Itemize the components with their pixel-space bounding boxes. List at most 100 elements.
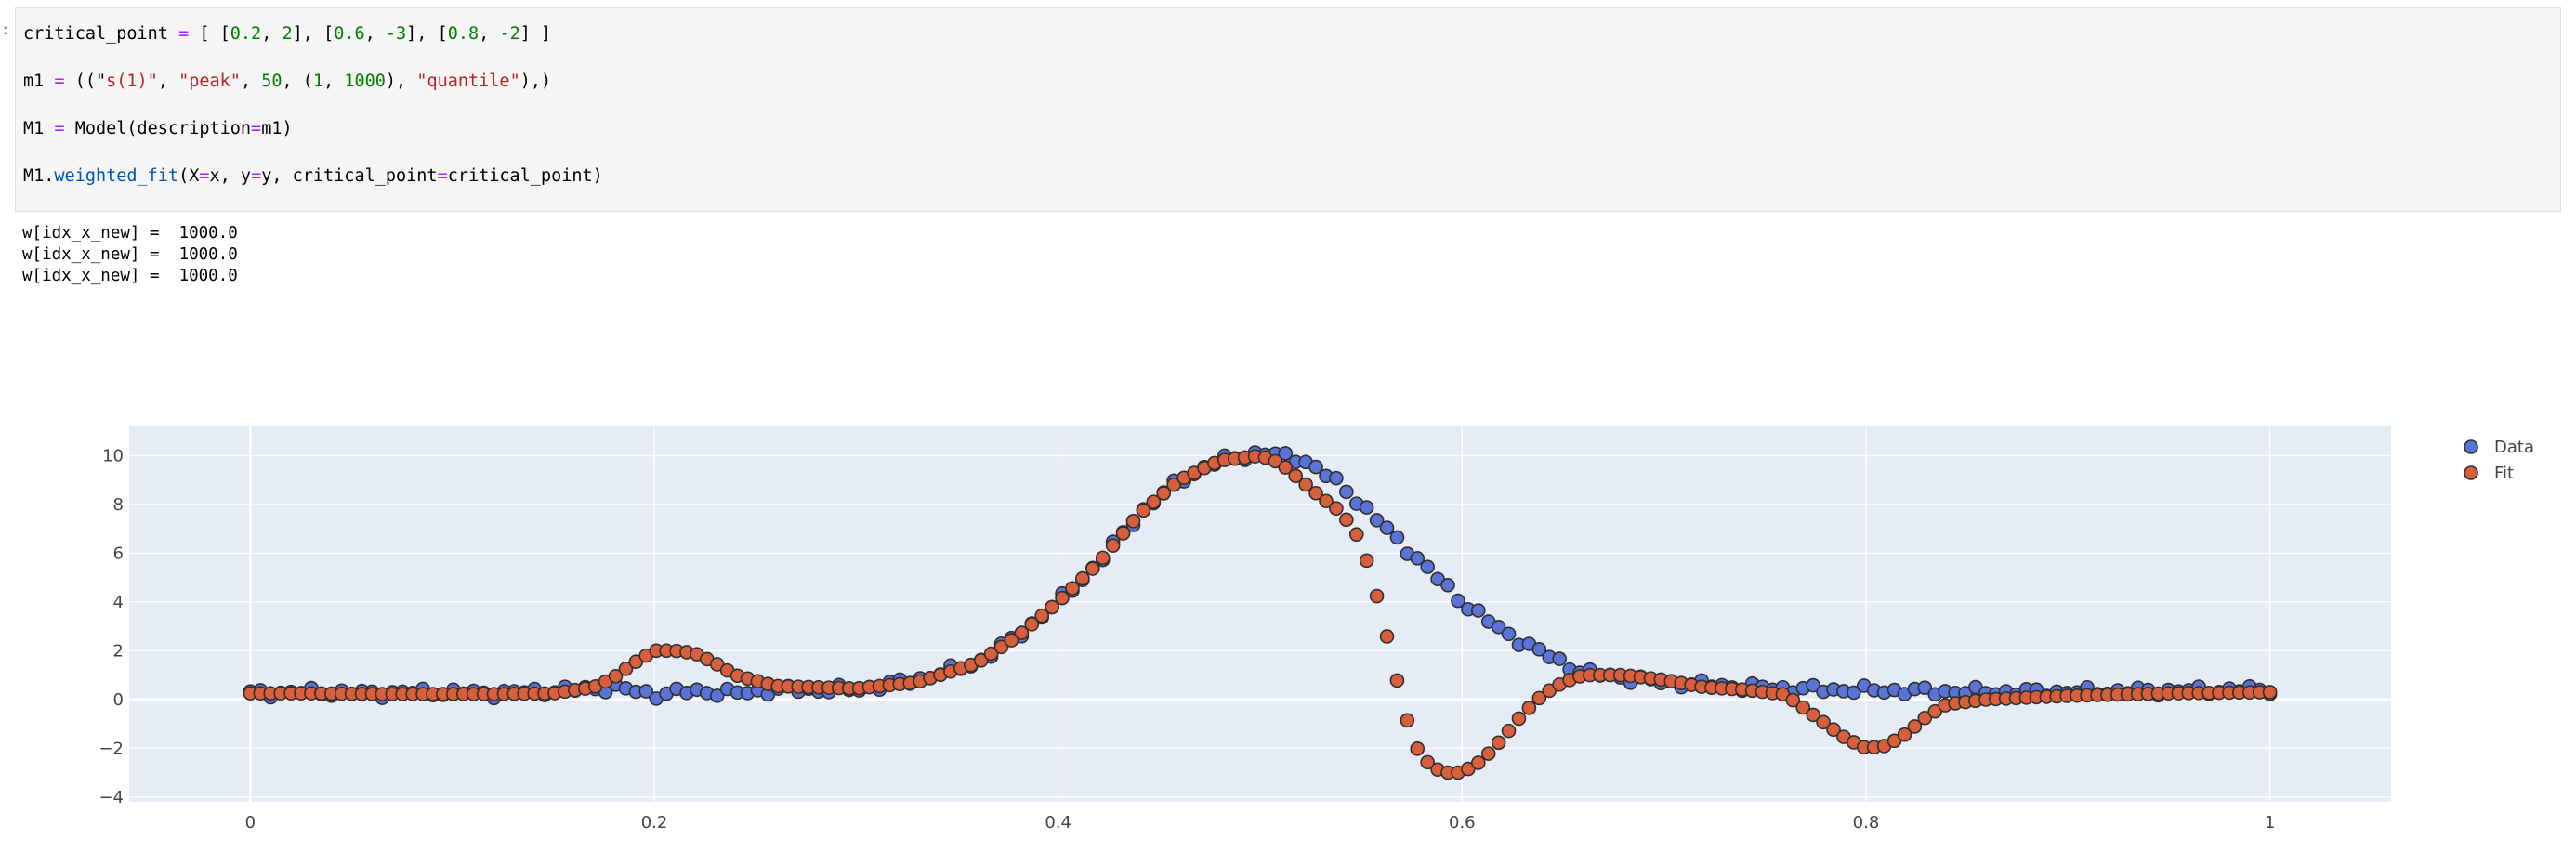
marker-fit [1075, 570, 1090, 586]
marker-data [1501, 626, 1517, 642]
code-token: s(1)" [106, 72, 158, 91]
marker-fit [1511, 711, 1527, 727]
marker-fit [1055, 590, 1070, 606]
marker-fit [1004, 633, 1019, 648]
code-token: , [479, 24, 500, 44]
output-line: w[idx_x_new] = 1000.0 [22, 245, 238, 264]
code-token: = [251, 119, 262, 138]
y-tick-label: 0 [113, 690, 124, 710]
marker-fit [1501, 723, 1517, 739]
marker-fit [1470, 755, 1486, 770]
marker-data [1308, 459, 1323, 475]
marker-data [1440, 577, 1455, 593]
code-token: = [199, 166, 210, 186]
marker-fit [1369, 588, 1385, 604]
marker-fit [1065, 581, 1080, 596]
marker-fit [1785, 692, 1801, 708]
marker-fit [1480, 746, 1496, 761]
code-token: critical_point [23, 24, 179, 44]
code-token: (X [178, 166, 200, 186]
code-token: ], [ [292, 24, 335, 44]
marker-fit [1400, 713, 1415, 728]
marker-fit [1420, 754, 1435, 770]
marker-fit [1014, 625, 1030, 640]
output-line: w[idx_x_new] = 1000.0 [22, 224, 238, 242]
marker-fit [993, 639, 1009, 655]
marker-fit [1521, 701, 1537, 715]
code-token: ),) [519, 72, 552, 91]
marker-fit [1156, 486, 1172, 501]
code-token: [ [ [189, 24, 230, 44]
marker-data [709, 688, 725, 703]
code-token: Model(description [64, 119, 252, 138]
marker-fit [1329, 501, 1344, 516]
legend-label-fit[interactable]: Fit [2494, 464, 2514, 483]
plot-background [129, 426, 2391, 802]
code-cell[interactable]: critical_point = [ [0.2, 2], [0.6, -3], … [15, 7, 2561, 212]
code-token: = [251, 166, 262, 186]
code-line: M1 = Model(description=m1) [23, 118, 293, 140]
marker-fit [1795, 700, 1811, 715]
code-token: "quantile" [416, 72, 520, 91]
code-token: y, critical_point [261, 166, 438, 186]
y-tick-label: 6 [113, 544, 124, 563]
x-tick-label: 0.8 [1853, 813, 1880, 832]
code-token: , [364, 24, 386, 44]
marker-data [1389, 530, 1405, 545]
marker-data [1451, 593, 1465, 609]
y-tick-label: 8 [113, 495, 124, 515]
y-tick-label: 2 [113, 641, 124, 661]
code-token: , [157, 72, 179, 91]
code-token: m1) [261, 119, 293, 138]
marker-fit [1034, 608, 1050, 623]
legend-marker-data[interactable] [2464, 439, 2478, 454]
code-token: = [178, 24, 190, 44]
code-token: 1 [312, 72, 324, 91]
code-token: "peak" [178, 72, 241, 91]
marker-fit [1410, 741, 1426, 756]
code-token: , ( [282, 72, 313, 91]
marker-data [1369, 513, 1385, 528]
code-token: , [261, 24, 283, 44]
marker-fit [1278, 460, 1294, 475]
marker-fit [1136, 503, 1151, 518]
code-token: M1 [23, 119, 55, 138]
marker-data [1379, 520, 1395, 535]
marker-fit [1146, 494, 1162, 509]
marker-fit [1806, 707, 1820, 723]
marker-data [1491, 619, 1506, 635]
legend[interactable]: Data Fit [2464, 438, 2534, 483]
code-token: = [54, 72, 65, 91]
cell-prompt-marker: : [1, 20, 10, 38]
code-token: ), [385, 72, 417, 91]
code-token: weighted_fit [54, 166, 179, 186]
legend-label-data[interactable]: Data [2494, 438, 2534, 457]
code-token: , [240, 72, 262, 91]
y-tick-label: 10 [102, 446, 124, 465]
x-tick-label: 1 [2265, 813, 2275, 832]
marker-data [1552, 651, 1567, 666]
marker-fit [1125, 514, 1141, 529]
marker-fit [1308, 485, 1323, 501]
marker-data [1917, 680, 1933, 695]
marker-fit [1298, 477, 1313, 492]
marker-fit [1491, 735, 1506, 751]
marker-data [1339, 484, 1354, 500]
x-tick-label: 0.6 [1449, 813, 1476, 832]
marker-fit [983, 646, 999, 662]
legend-marker-fit[interactable] [2464, 465, 2478, 480]
marker-fit [1816, 714, 1831, 730]
code-token: M1. [23, 166, 55, 186]
marker-fit [618, 662, 634, 676]
code-token: 0.6 [334, 24, 365, 44]
y-tick-label: −2 [99, 739, 124, 758]
x-tick-label: 0.4 [1045, 813, 1071, 832]
marker-fit [1531, 690, 1547, 706]
code-token: 50 [261, 72, 283, 91]
marker-fit [1897, 727, 1912, 742]
code-line: critical_point = [ [0.2, 2], [0.6, -3], … [23, 23, 551, 46]
marker-data [1531, 642, 1547, 657]
code-token: m1 [23, 72, 55, 91]
marker-data [1410, 551, 1426, 566]
